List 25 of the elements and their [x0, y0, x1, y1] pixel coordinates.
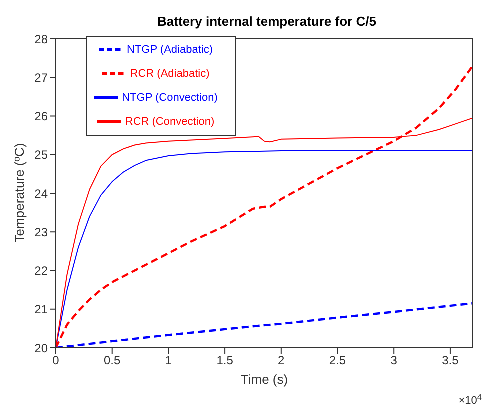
legend-label: NTGP (Convection) — [122, 92, 218, 104]
x-tick-label: 1.5 — [216, 354, 234, 368]
y-tick-label: 21 — [34, 302, 48, 317]
y-tick-label: 28 — [34, 32, 48, 46]
x-tick-label: 2 — [278, 354, 286, 368]
x-tick-label: 0 — [52, 354, 60, 368]
y-axis-title: Temperature (ºC) — [12, 143, 27, 243]
x-axis-title: Time (s) — [240, 372, 288, 387]
text: ×10$^{4}$ — [458, 392, 482, 407]
x-tick-label: 3.5 — [442, 354, 460, 368]
y-tick-label: 25 — [34, 148, 48, 162]
legend-label: RCR (Adiabatic) — [130, 68, 210, 80]
y-tick-label: 24 — [34, 186, 48, 201]
y-tick-label: 20 — [34, 341, 48, 356]
chart-title: Battery internal temperature for C/5 — [158, 14, 376, 29]
y-tick-label: 22 — [34, 264, 48, 278]
x-tick-label: 2.5 — [329, 354, 346, 368]
legend-label: NTGP (Adiabatic) — [127, 44, 213, 56]
x-tick-label: 0.5 — [104, 354, 122, 368]
y-tick-label: 23 — [34, 225, 48, 240]
y-tick-label: 27 — [34, 70, 48, 85]
legend-label: RCR (Convection) — [125, 116, 215, 128]
x-tick-label: 3 — [390, 354, 398, 368]
x-tick-label: 1 — [165, 354, 172, 368]
y-tick-label: 26 — [34, 110, 48, 124]
